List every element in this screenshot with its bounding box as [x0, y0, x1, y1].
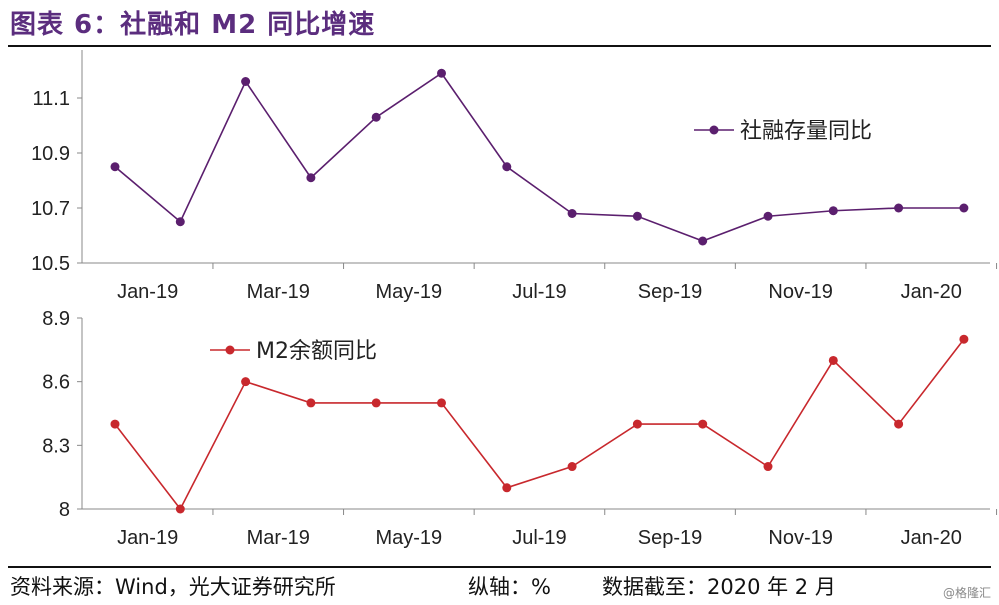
series-line	[114, 72, 964, 242]
x-tick-label: Jan-19	[117, 527, 178, 549]
y-tick-label: 10.7	[31, 198, 70, 220]
y-tick-label: 11.1	[33, 88, 70, 110]
data-point	[175, 504, 185, 514]
legend-label: M2余额同比	[256, 339, 377, 364]
data-point	[371, 112, 381, 122]
chart-title: 图表 6：社融和 M2 同比增速	[10, 10, 376, 40]
data-point	[894, 203, 904, 213]
data-point	[632, 419, 642, 429]
legend-label: 社融存量同比	[740, 119, 872, 144]
data-point	[437, 68, 446, 78]
y-tick-label: 8	[59, 499, 70, 521]
data-point	[632, 211, 642, 221]
data-point	[241, 377, 251, 387]
data-point	[371, 398, 381, 408]
x-tick-label: May-19	[375, 527, 442, 549]
y-tick-label: 10.5	[31, 253, 70, 275]
x-tick-label: Jul-19	[512, 527, 566, 549]
source-note: 资料来源：Wind，光大证券研究所	[10, 575, 336, 599]
data-point	[567, 209, 577, 218]
data-point	[502, 483, 512, 493]
x-tick-label: Jan-19	[117, 281, 178, 303]
data-point	[959, 203, 969, 213]
title-divider	[8, 45, 991, 47]
data-point	[828, 206, 838, 216]
footer-divider	[8, 566, 991, 568]
data-point	[502, 162, 512, 172]
y-tick-label: 10.9	[31, 143, 70, 165]
x-tick-label: Nov-19	[768, 527, 832, 549]
data-point	[241, 77, 251, 86]
x-tick-label: Sep-19	[638, 527, 703, 549]
x-tick-label: Jul-19	[512, 281, 566, 303]
data-point	[698, 419, 708, 429]
data-point	[828, 355, 838, 365]
data-point	[306, 398, 316, 408]
x-tick-label: Sep-19	[638, 281, 703, 303]
data-point	[306, 173, 316, 183]
x-tick-label: Jan-20	[901, 527, 962, 549]
legend-marker	[709, 125, 719, 135]
data-point	[698, 236, 708, 246]
data-point	[763, 462, 773, 472]
data-point	[110, 419, 120, 429]
data-point	[437, 398, 446, 408]
data-point	[894, 419, 904, 429]
data-point	[110, 162, 120, 172]
x-tick-label: Jan-20	[901, 281, 962, 303]
axis-unit-note: 纵轴：%	[468, 575, 551, 599]
x-tick-label: Nov-19	[768, 281, 832, 303]
data-point	[763, 211, 773, 221]
x-tick-label: Mar-19	[247, 527, 310, 549]
data-cutoff-note: 数据截至：2020 年 2 月	[602, 575, 836, 599]
watermark: @格隆汇	[942, 586, 991, 600]
series-line	[114, 338, 965, 511]
data-point	[959, 334, 969, 344]
legend-marker	[225, 345, 235, 355]
y-tick-label: 8.3	[42, 435, 70, 457]
x-tick-label: Mar-19	[247, 281, 310, 303]
data-point	[175, 217, 185, 227]
y-tick-label: 8.6	[42, 372, 70, 394]
x-tick-label: May-19	[375, 281, 442, 303]
y-tick-label: 8.9	[42, 308, 70, 330]
data-point	[567, 462, 577, 472]
